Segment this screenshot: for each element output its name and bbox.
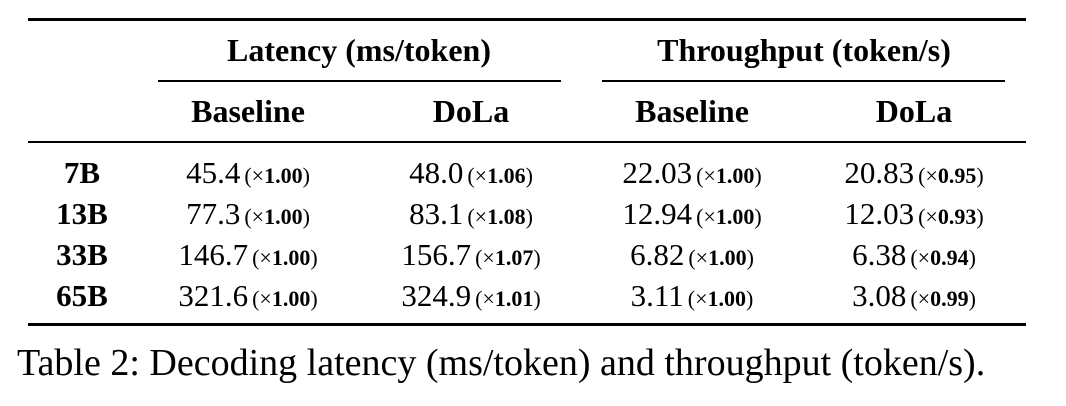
subheader-throughput-dola: DoLa (875, 93, 953, 129)
cell-ratio: (×1.00) (696, 204, 762, 229)
table-cell: 12.94 (×1.00) (622, 198, 761, 229)
cell-ratio: (×1.00) (244, 204, 310, 229)
table-cell: 321.6 (×1.00) (178, 280, 317, 311)
cell-value: 146.7 (178, 237, 249, 272)
cell-ratio: (×1.00) (696, 163, 762, 188)
row-label-13b: 13B (56, 196, 108, 231)
cell-value: 321.6 (178, 278, 249, 313)
table-cell: 12.03 (×0.93) (844, 198, 983, 229)
cell-value: 83.1 (409, 196, 464, 231)
table-cell: 77.3 (×1.00) (186, 198, 310, 229)
cell-value: 12.03 (844, 196, 915, 231)
table-cell: 324.9 (×1.01) (401, 280, 540, 311)
cell-value: 48.0 (409, 155, 464, 190)
cell-ratio: (×1.06) (467, 163, 533, 188)
table-cell: 45.4 (×1.00) (186, 157, 310, 188)
cell-ratio: (×1.07) (475, 245, 541, 270)
cell-ratio: (×1.00) (244, 163, 310, 188)
table-cell: 83.1 (×1.08) (409, 198, 533, 229)
table-top-rule (28, 18, 1026, 21)
header-bottom-rule (28, 141, 1026, 143)
cell-value: 22.03 (622, 155, 693, 190)
table-cell: 3.08 (×0.99) (852, 280, 976, 311)
subheader-latency-dola: DoLa (432, 93, 510, 129)
latency-group-rule (158, 80, 561, 82)
cell-ratio: (×1.00) (687, 286, 754, 311)
subheader-throughput-baseline: Baseline (635, 93, 749, 129)
table-cell: 20.83 (×0.95) (844, 157, 983, 188)
table-bottom-rule (28, 323, 1026, 326)
cell-ratio: (×0.94) (910, 245, 976, 270)
table-cell: 156.7 (×1.07) (401, 239, 540, 270)
cell-ratio: (×0.93) (918, 204, 984, 229)
cell-value: 3.11 (630, 278, 684, 313)
cell-value: 324.9 (401, 278, 472, 313)
row-label-7b: 7B (63, 155, 101, 190)
table-cell: 22.03 (×1.00) (622, 157, 761, 188)
cell-ratio: (×1.00) (252, 245, 318, 270)
row-label-33b: 33B (56, 237, 108, 272)
cell-value: 20.83 (844, 155, 915, 190)
table-cell: 3.11 (×1.00) (631, 280, 754, 311)
cell-ratio: (×0.95) (918, 163, 984, 188)
throughput-group-rule (602, 80, 1005, 82)
cell-value: 3.08 (852, 278, 907, 313)
table-cell: 146.7 (×1.00) (178, 239, 317, 270)
cell-ratio: (×0.99) (910, 286, 976, 311)
cell-value: 45.4 (186, 155, 241, 190)
cell-value: 156.7 (401, 237, 472, 272)
cell-value: 6.82 (630, 237, 685, 272)
cell-ratio: (×1.00) (688, 245, 754, 270)
cell-ratio: (×1.00) (252, 286, 318, 311)
table-cell: 6.82 (×1.00) (630, 239, 754, 270)
table-cell: 48.0 (×1.06) (409, 157, 533, 188)
table-cell: 6.38 (×0.94) (852, 239, 976, 270)
group-header-throughput: Throughput (token/s) (657, 32, 951, 68)
cell-ratio: (×1.08) (467, 204, 533, 229)
table-caption: Table 2: Decoding latency (ms/token) and… (17, 342, 986, 384)
cell-value: 6.38 (852, 237, 907, 272)
cell-ratio: (×1.01) (475, 286, 541, 311)
group-header-latency: Latency (ms/token) (227, 32, 491, 68)
subheader-latency-baseline: Baseline (191, 93, 305, 129)
cell-value: 77.3 (186, 196, 241, 231)
cell-value: 12.94 (622, 196, 693, 231)
row-label-65b: 65B (56, 278, 108, 313)
